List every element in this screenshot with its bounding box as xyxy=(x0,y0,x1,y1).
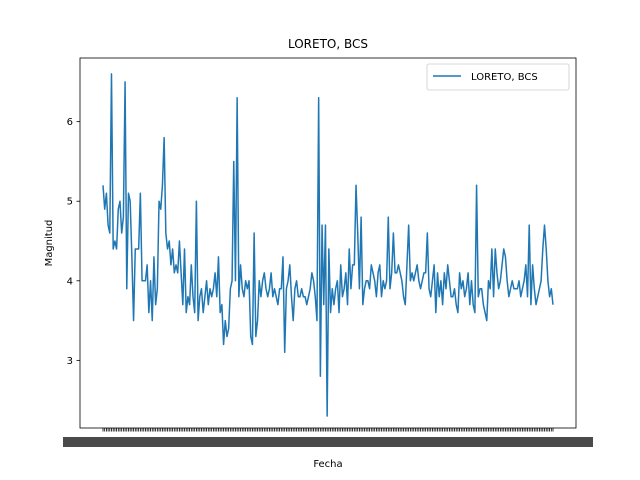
plot-frame xyxy=(79,57,577,429)
legend: LORETO, BCS xyxy=(426,63,570,91)
y-tick-label: 6 xyxy=(67,117,73,128)
y-tick-label: 4 xyxy=(67,276,73,287)
chart-title: LORETO, BCS xyxy=(288,37,368,51)
legend-box xyxy=(426,63,570,91)
x-tick-labels-overlapping xyxy=(63,437,593,447)
y-axis-label: Magnitud xyxy=(44,220,55,267)
x-axis-label: Fecha xyxy=(313,459,342,470)
legend-label: LORETO, BCS xyxy=(471,72,538,83)
series-line-loreto-bcs xyxy=(102,73,554,417)
y-tick-label: 5 xyxy=(67,197,73,208)
x-axis-ticks xyxy=(63,428,593,447)
y-tick-label: 3 xyxy=(67,356,73,367)
y-axis-ticks: 3 4 5 6 xyxy=(67,117,80,367)
